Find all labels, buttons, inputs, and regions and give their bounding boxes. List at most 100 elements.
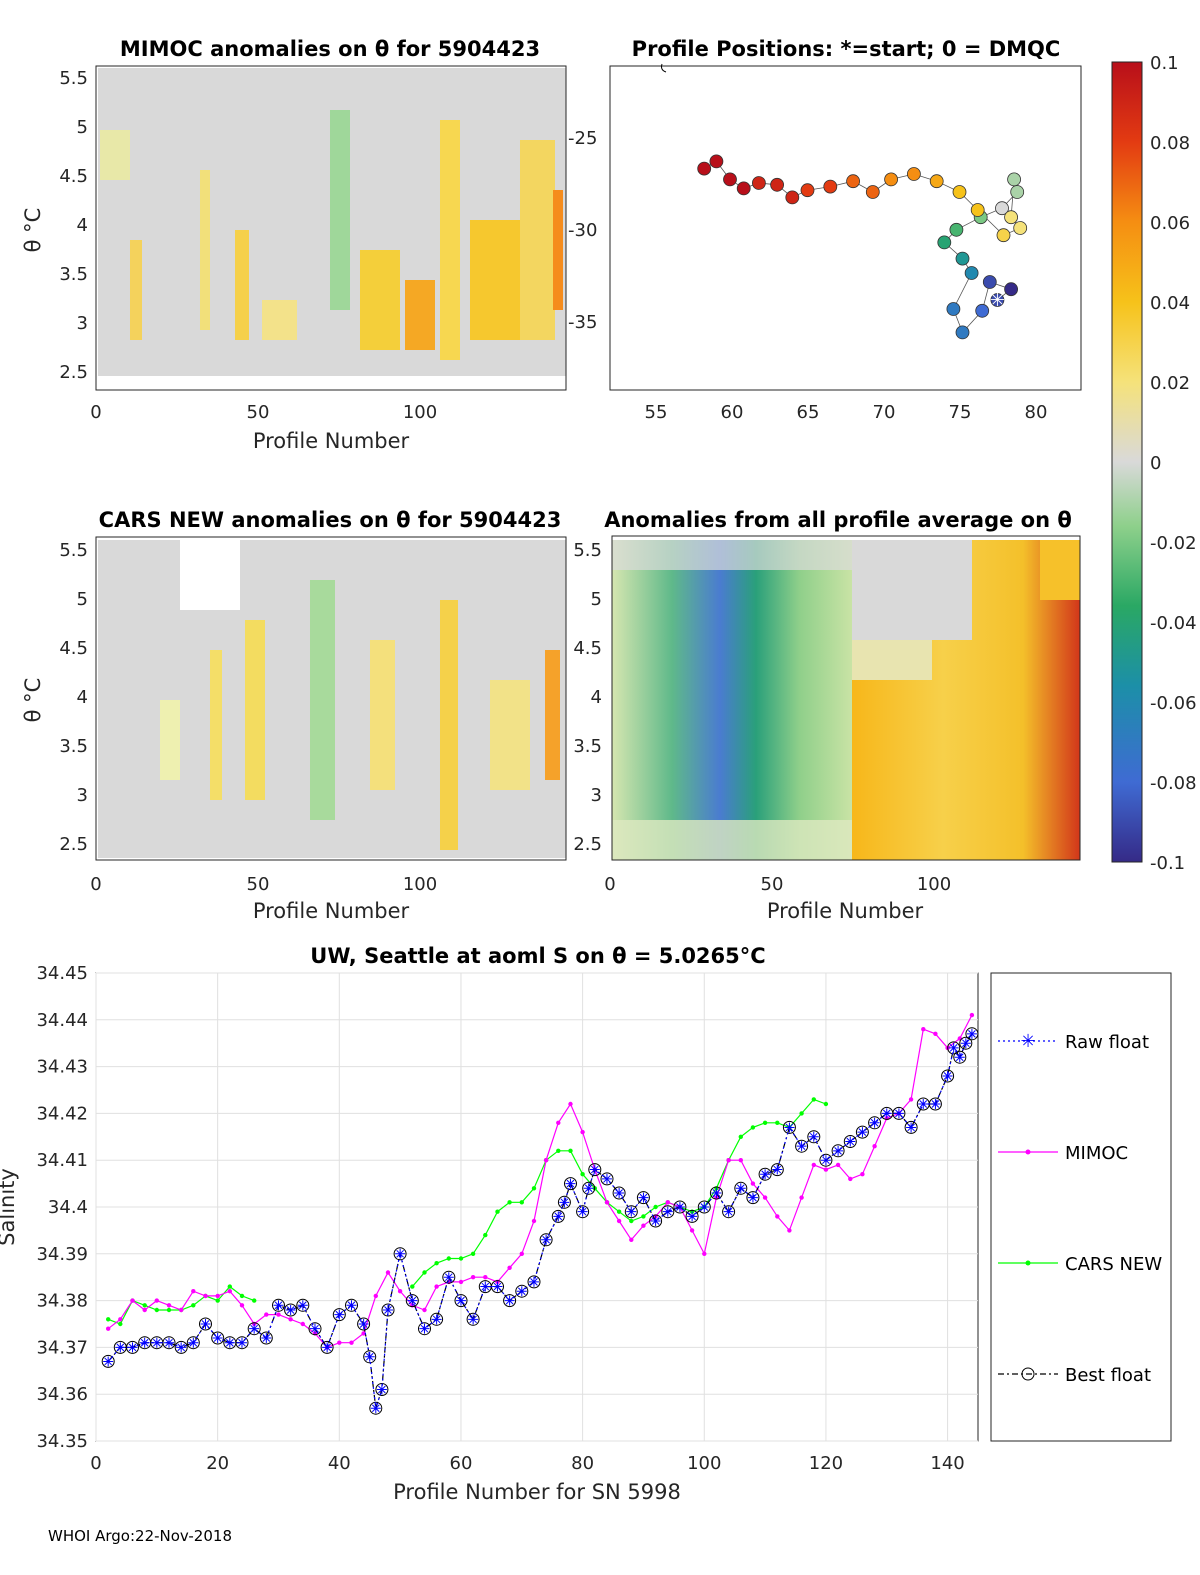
data-point bbox=[636, 1191, 650, 1205]
salinity-ytick: 34.35 bbox=[36, 1431, 88, 1452]
positions-axes-box bbox=[609, 65, 1082, 391]
data-point bbox=[845, 1136, 856, 1147]
data-point bbox=[519, 1200, 524, 1205]
profile-position-marker bbox=[785, 190, 800, 205]
colorbar-tick: 0.06 bbox=[1150, 213, 1190, 234]
profile-position-marker bbox=[865, 185, 880, 199]
data-point bbox=[616, 1218, 622, 1224]
data-point bbox=[357, 1317, 371, 1331]
salinity-y-ticks: 34.45 34.44 34.43 34.42 34.41 34.4 34.39 34.38 3… bbox=[36, 963, 88, 1452]
data-point bbox=[942, 1070, 953, 1081]
cars-x-ticks: 0 50 100 bbox=[90, 874, 437, 895]
data-point bbox=[101, 1354, 115, 1368]
data-point bbox=[665, 1200, 670, 1205]
data-point bbox=[784, 1122, 795, 1133]
data-point bbox=[320, 1340, 334, 1354]
data-point bbox=[118, 1321, 123, 1327]
data-point bbox=[576, 1205, 590, 1219]
data-point bbox=[154, 1298, 159, 1303]
profile-position-marker bbox=[1004, 282, 1018, 297]
data-point bbox=[381, 1303, 395, 1317]
mimoc-xlabel: Profile Number bbox=[253, 429, 410, 453]
data-point bbox=[162, 1336, 176, 1350]
profile-position-marker bbox=[952, 185, 967, 199]
data-point bbox=[174, 1340, 188, 1354]
data-point bbox=[334, 1309, 345, 1320]
data-point bbox=[921, 1027, 926, 1032]
data-point bbox=[947, 1041, 961, 1055]
data-point bbox=[559, 1197, 570, 1208]
profile-position-marker bbox=[964, 266, 979, 280]
allavg-negative-field bbox=[612, 540, 852, 860]
data-point bbox=[395, 1248, 406, 1259]
data-point bbox=[746, 1191, 760, 1205]
salinity-xtick: 80 bbox=[571, 1453, 594, 1474]
positions-y-ticks: -25 -30 -35 bbox=[568, 128, 597, 333]
positions-x-ticks: 55 60 65 70 75 80 bbox=[645, 402, 1048, 423]
data-point bbox=[918, 1099, 929, 1110]
data-point bbox=[881, 1108, 892, 1119]
profile-position-marker bbox=[1007, 172, 1021, 187]
data-point bbox=[332, 1308, 346, 1322]
data-point bbox=[188, 1337, 199, 1348]
data-point bbox=[835, 1162, 841, 1168]
cars-ytick: 3.5 bbox=[59, 736, 88, 757]
colorbar-tick: 0.02 bbox=[1150, 373, 1190, 394]
data-point bbox=[726, 1158, 731, 1163]
data-point bbox=[337, 1340, 342, 1345]
data-point bbox=[711, 1187, 722, 1198]
data-point bbox=[458, 1256, 464, 1261]
allavg-xtick: 50 bbox=[761, 874, 784, 895]
data-point bbox=[653, 1204, 658, 1210]
data-point bbox=[442, 1270, 456, 1284]
mimoc-ylabel: θ °C bbox=[21, 208, 45, 253]
data-point bbox=[959, 1036, 973, 1050]
salinity-ylabel: Salinity bbox=[0, 1168, 19, 1246]
data-point bbox=[762, 1120, 768, 1126]
legend-label: CARS NEW bbox=[1065, 1254, 1162, 1275]
positions-xtick: 75 bbox=[949, 402, 972, 423]
data-point bbox=[235, 1336, 249, 1350]
data-point bbox=[142, 1303, 147, 1308]
cars-xtick: 0 bbox=[90, 874, 101, 895]
data-point bbox=[775, 1120, 780, 1126]
data-point bbox=[127, 1342, 138, 1353]
data-point bbox=[468, 1314, 479, 1325]
data-point bbox=[738, 1134, 743, 1140]
data-point bbox=[200, 1319, 211, 1329]
legend-label: Raw float bbox=[1065, 1032, 1149, 1053]
cars-ytick: 2.5 bbox=[59, 834, 88, 855]
salinity-ytick: 34.38 bbox=[36, 1291, 88, 1312]
data-point bbox=[483, 1232, 488, 1238]
data-point bbox=[470, 1251, 476, 1257]
data-point bbox=[410, 1284, 415, 1289]
data-point bbox=[674, 1202, 685, 1212]
series-mimoc bbox=[106, 1012, 975, 1350]
data-point bbox=[689, 1228, 695, 1233]
legend-entry-mimoc: MIMOC bbox=[998, 1143, 1128, 1164]
profile-position-marker bbox=[955, 251, 970, 266]
salinity-grid bbox=[95, 972, 978, 1442]
colorbar-tick: 0.04 bbox=[1150, 293, 1190, 314]
colorbar: 0.1 0.08 0.06 0.04 0.02 0 -0.02 -0.04 -0… bbox=[1111, 53, 1197, 874]
data-point bbox=[843, 1135, 857, 1148]
data-point bbox=[629, 1237, 634, 1243]
data-point bbox=[649, 1214, 663, 1228]
data-point bbox=[419, 1323, 430, 1334]
data-point bbox=[397, 1289, 403, 1294]
mimoc-ytick: 3.5 bbox=[59, 264, 88, 285]
data-point bbox=[252, 1298, 257, 1303]
data-point bbox=[531, 1186, 537, 1191]
positions-panel: Profile Positions: *=start; 0 = DMQC ✳ 5… bbox=[568, 37, 1082, 423]
positions-xtick: 70 bbox=[873, 402, 896, 423]
colorbar-tick: -0.08 bbox=[1150, 773, 1197, 794]
salinity-xlabel: Profile Number for SN 5998 bbox=[393, 1480, 681, 1504]
data-point bbox=[211, 1331, 225, 1345]
data-point bbox=[557, 1195, 571, 1209]
salinity-ytick: 34.42 bbox=[36, 1103, 88, 1124]
data-point bbox=[734, 1181, 748, 1195]
data-point bbox=[624, 1205, 638, 1219]
profile-position-marker bbox=[929, 174, 944, 189]
data-point bbox=[470, 1275, 476, 1280]
data-point bbox=[163, 1337, 174, 1348]
